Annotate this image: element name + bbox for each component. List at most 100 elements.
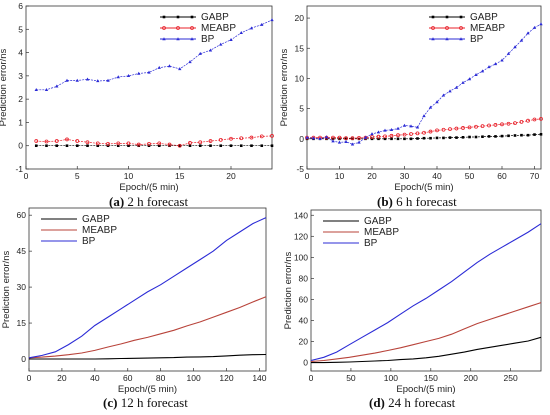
legend-marker xyxy=(431,26,435,30)
y-tick-label: 20 xyxy=(299,337,309,347)
data-point xyxy=(106,141,110,146)
data-point xyxy=(474,135,478,139)
data-point xyxy=(526,31,530,35)
data-point xyxy=(218,137,223,142)
legend-item: GABP xyxy=(429,12,498,23)
data-point xyxy=(383,128,387,132)
legend-marker xyxy=(459,37,463,41)
legend-marker xyxy=(459,15,463,19)
data-point xyxy=(157,141,162,146)
data-point xyxy=(532,117,537,122)
legend-item: BP xyxy=(323,238,378,249)
series-gabp xyxy=(305,132,543,141)
x-tick-label: 0 xyxy=(27,373,32,383)
series-meabp xyxy=(34,134,274,148)
x-tick-label: 60 xyxy=(497,171,507,181)
data-point xyxy=(318,137,322,141)
data-point xyxy=(383,134,387,139)
legend-marker xyxy=(190,37,194,41)
series-bp xyxy=(305,22,543,146)
y-tick-label: 30 xyxy=(17,282,27,292)
data-point xyxy=(86,144,89,148)
data-point xyxy=(127,144,130,148)
x-tick-label: 20 xyxy=(367,171,377,181)
x-axis-label: Epoch/(5 min) xyxy=(394,182,453,193)
data-point xyxy=(147,141,151,146)
x-tick-label: 50 xyxy=(465,171,475,181)
data-point xyxy=(390,137,393,141)
data-point xyxy=(305,135,309,139)
data-point xyxy=(500,134,504,138)
data-point xyxy=(363,135,368,139)
data-point xyxy=(137,71,141,75)
data-point xyxy=(493,123,498,127)
x-tick-label: 250 xyxy=(504,373,518,383)
legend-label: BP xyxy=(364,238,378,249)
data-point xyxy=(239,144,243,148)
legend-label: GABP xyxy=(82,214,110,225)
data-point xyxy=(467,125,472,130)
data-point xyxy=(455,136,458,139)
data-point xyxy=(270,144,274,148)
series-bp xyxy=(34,18,274,92)
x-tick-label: 140 xyxy=(252,373,266,383)
legend-marker xyxy=(162,15,166,19)
y-tick-label: 120 xyxy=(294,231,308,241)
data-point xyxy=(260,144,264,148)
legend-label: GABP xyxy=(201,12,229,23)
series-line xyxy=(310,302,542,363)
x-tick-label: 30 xyxy=(400,171,410,181)
y-tick-label: 140 xyxy=(294,210,308,220)
data-point xyxy=(402,132,407,137)
data-point xyxy=(147,70,151,74)
data-point xyxy=(461,136,465,139)
data-point xyxy=(441,93,446,97)
y-tick-label: 40 xyxy=(299,315,309,325)
data-point xyxy=(116,144,120,148)
series-line xyxy=(311,336,542,364)
caption-c: (c) 12 h forecast xyxy=(103,395,188,410)
data-point xyxy=(396,126,400,130)
y-tick-label: 6 xyxy=(18,1,23,11)
data-point xyxy=(65,78,69,82)
data-point xyxy=(454,85,459,89)
legend-label: GABP xyxy=(470,12,498,23)
data-point xyxy=(208,48,213,52)
data-point xyxy=(506,51,511,55)
series-gabp xyxy=(29,353,267,360)
x-tick-label: 0 xyxy=(309,373,314,383)
x-tick-label: 5 xyxy=(75,171,80,181)
data-point xyxy=(409,124,413,128)
legend-marker xyxy=(162,26,166,30)
caption-b: (b) 6 h forecast xyxy=(377,194,457,209)
data-point xyxy=(500,58,504,62)
y-tick-label: 15 xyxy=(295,43,305,53)
data-point xyxy=(402,123,407,127)
data-point xyxy=(188,141,192,145)
data-point xyxy=(198,51,202,55)
data-point xyxy=(448,136,452,139)
data-point xyxy=(229,37,233,41)
data-point xyxy=(55,84,59,88)
data-point xyxy=(376,134,381,139)
chart-panel-d: 0 50 100 150 200 250 0 20 40 60 80 100 120 140 Epoch/(… xyxy=(283,209,542,395)
x-axis-label: Epoch/(5 min) xyxy=(119,182,178,193)
series-line xyxy=(306,23,542,145)
legend-marker xyxy=(176,15,180,19)
data-point xyxy=(126,141,131,146)
data-point xyxy=(416,137,419,140)
legend-marker xyxy=(431,37,435,41)
data-point xyxy=(357,140,361,144)
x-tick-label: 0 xyxy=(24,171,29,181)
data-point xyxy=(448,89,452,93)
series-bp xyxy=(28,217,267,359)
data-point xyxy=(239,30,243,34)
data-point xyxy=(526,133,530,137)
data-point xyxy=(324,135,329,139)
y-tick-label: 5 xyxy=(18,24,23,34)
data-point xyxy=(167,64,172,68)
y-axis-label: Prediction error/ns xyxy=(1,250,12,328)
data-point xyxy=(208,139,213,143)
data-point xyxy=(507,134,510,138)
